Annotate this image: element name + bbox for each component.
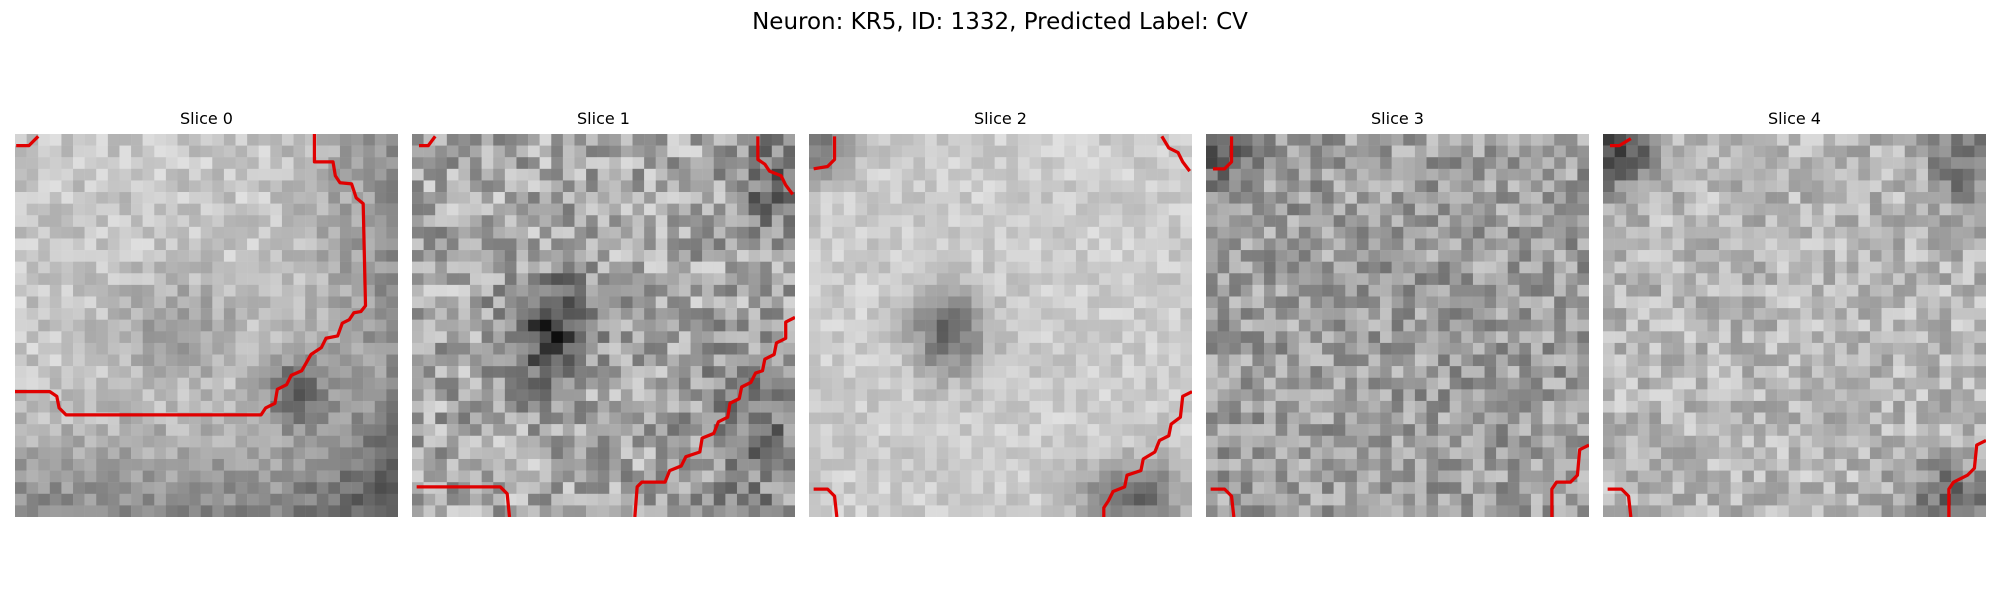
slice-1-contour — [416, 135, 795, 517]
slice-2-image — [809, 134, 1192, 517]
slice-4-pixel-grid — [1603, 134, 1986, 517]
slice-3-image — [1206, 134, 1589, 517]
slice-0-image — [15, 134, 398, 517]
slice-4-image — [1603, 134, 1986, 517]
panel-title-slice-4: Slice 4 — [1768, 109, 1821, 128]
slice-1-pixel-grid — [412, 134, 795, 517]
slice-3-pixel-grid — [1206, 134, 1589, 517]
slice-1-image — [412, 134, 795, 517]
slice-0-pixel-grid — [15, 134, 398, 517]
figure-title: Neuron: KR5, ID: 1332, Predicted Label: … — [752, 9, 1248, 35]
panel-title-slice-2: Slice 2 — [974, 109, 1027, 128]
slice-2-pixel-grid — [809, 134, 1192, 517]
slice-3-contour — [1210, 136, 1589, 517]
panel-title-slice-3: Slice 3 — [1371, 109, 1424, 128]
slice-1-svg — [412, 134, 795, 517]
slice-2-contour — [813, 135, 1192, 517]
panel-title-slice-0: Slice 0 — [180, 109, 233, 128]
slice-0-svg — [15, 134, 398, 517]
panel-title-slice-1: Slice 1 — [577, 109, 630, 128]
slice-4-svg — [1603, 134, 1986, 517]
slice-3-svg — [1206, 134, 1589, 517]
slice-0-contour — [15, 134, 368, 417]
slice-4-contour — [1607, 137, 1986, 517]
slice-2-svg — [809, 134, 1192, 517]
